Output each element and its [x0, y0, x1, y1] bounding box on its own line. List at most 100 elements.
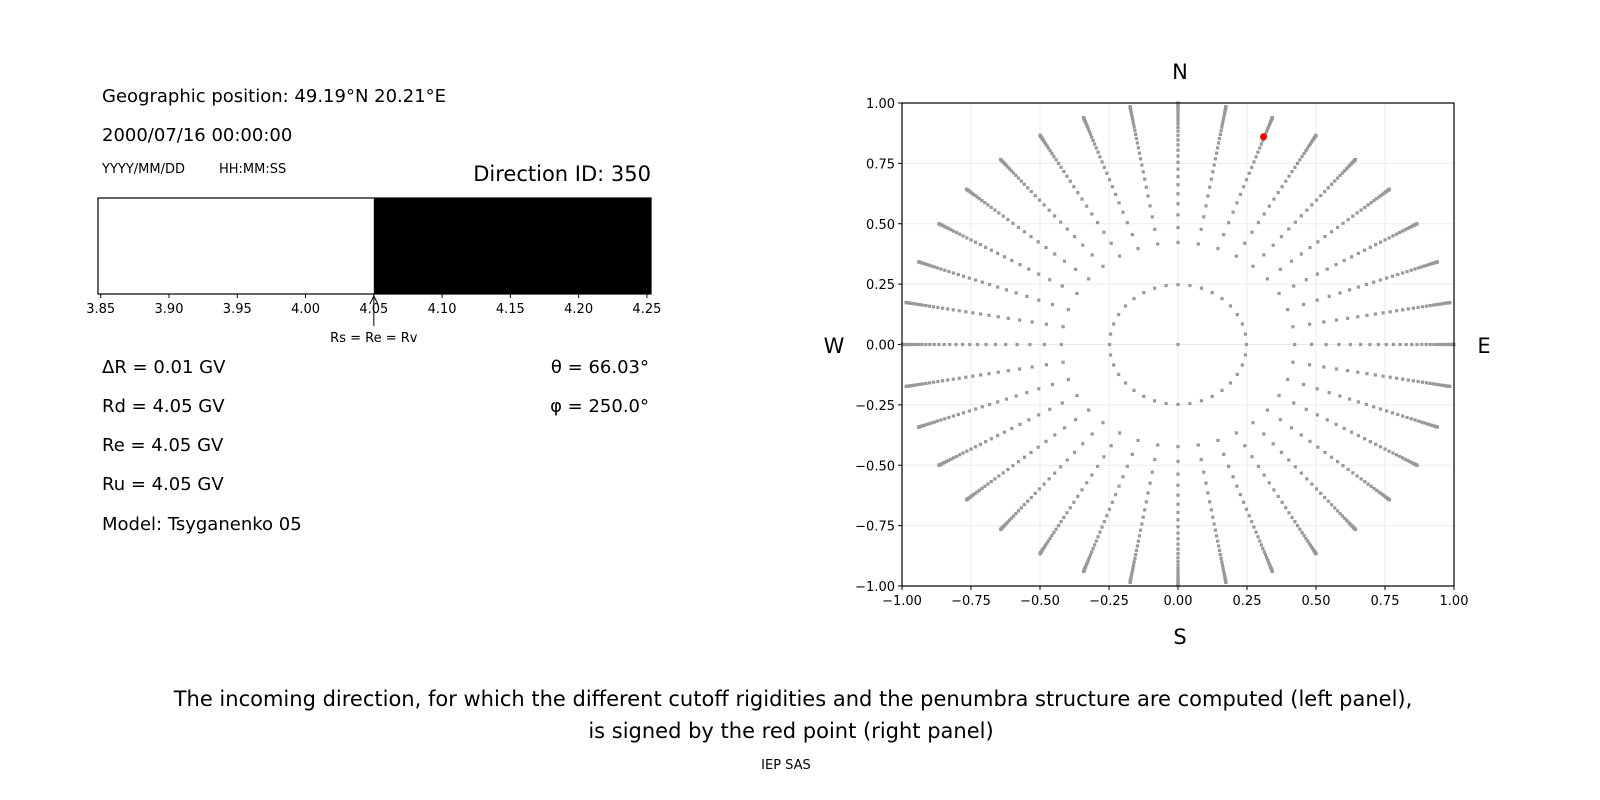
grid-point	[1427, 422, 1431, 427]
grid-point	[1196, 443, 1200, 447]
grid-point	[1153, 458, 1157, 462]
grid-point	[1405, 415, 1409, 420]
grid-point	[1146, 491, 1150, 495]
grid-point	[973, 240, 978, 244]
grid-point	[1176, 167, 1180, 171]
grid-point	[1308, 543, 1313, 547]
grid-point	[1011, 171, 1016, 175]
grid-point	[1401, 308, 1405, 312]
grid-point	[1397, 230, 1402, 235]
grid-point	[1411, 306, 1415, 310]
grid-point	[927, 263, 931, 267]
grid-point	[1220, 125, 1224, 129]
grid-point	[1112, 322, 1116, 326]
grid-point	[1199, 227, 1203, 231]
grid-point	[956, 272, 960, 277]
grid-point	[1325, 418, 1329, 422]
grid-point	[1406, 378, 1410, 382]
grid-point	[1323, 234, 1327, 239]
grid-point	[1238, 493, 1243, 497]
direction-id: Direction ID: 350	[473, 162, 651, 186]
grid-point	[1284, 179, 1288, 183]
grid-point	[1176, 531, 1180, 535]
grid-point	[978, 243, 982, 247]
grid-point	[946, 307, 950, 311]
grid-point	[1176, 472, 1180, 476]
grid-point	[1129, 112, 1134, 116]
grid-point	[904, 300, 908, 305]
grid-point	[1059, 520, 1063, 524]
grid-point	[1349, 255, 1354, 259]
grid-point	[1301, 382, 1306, 387]
grid-point	[1395, 309, 1399, 313]
grid-point	[1435, 260, 1439, 264]
grid-point	[964, 310, 968, 314]
grid-point	[1053, 252, 1057, 256]
grid-point	[1415, 222, 1419, 226]
grid-point	[942, 342, 946, 347]
caption-line-2: is signed by the red point (right panel)	[588, 719, 993, 743]
grid-point	[1267, 562, 1271, 566]
grid-point	[1346, 316, 1350, 320]
y-tick-label: −1.00	[855, 580, 895, 595]
grid-point	[1037, 487, 1042, 491]
grid-point	[1334, 263, 1338, 267]
grid-point	[1388, 375, 1392, 379]
grid-point	[1327, 391, 1331, 395]
grid-point	[1014, 173, 1018, 178]
grid-point	[1431, 382, 1435, 386]
grid-point	[1353, 527, 1358, 532]
grid-point	[1080, 488, 1084, 492]
grid-point	[1218, 552, 1222, 557]
grid-point	[937, 342, 941, 347]
grid-point	[964, 498, 969, 502]
grid-point	[943, 417, 947, 421]
grid-point	[1095, 220, 1100, 225]
x-tick-label: 0.75	[1371, 594, 1400, 609]
datetime: 2000/07/16 00:00:00	[102, 125, 292, 146]
grid-point	[1431, 303, 1435, 307]
grid-point	[1416, 419, 1421, 423]
grid-point	[975, 342, 980, 347]
grid-point	[1384, 342, 1388, 347]
grid-point	[1102, 455, 1106, 459]
grid-point	[1364, 282, 1368, 287]
grid-point	[1333, 506, 1337, 510]
grid-point	[918, 303, 922, 307]
sky-map-chart: −1.00−1.00 −0.75 −0.75 −0.50 −0.50 −0.25 −0.25…	[855, 97, 1468, 609]
grid-point	[989, 437, 994, 441]
grid-point	[1401, 377, 1405, 381]
grid-point	[1407, 225, 1412, 230]
grid-point	[1429, 262, 1433, 266]
grid-point	[1307, 322, 1312, 326]
grid-point	[1123, 304, 1128, 308]
grid-point	[1156, 443, 1160, 447]
grid-point	[1381, 311, 1385, 315]
grid-point	[1270, 569, 1274, 574]
grid-point	[998, 157, 1003, 162]
grid-point	[1006, 369, 1010, 373]
grid-point	[1441, 301, 1445, 306]
east-label: E	[1477, 334, 1490, 358]
grid-point	[928, 381, 932, 385]
grid-point	[1176, 510, 1180, 515]
grid-point	[1445, 342, 1449, 347]
grid-point	[1046, 146, 1051, 150]
grid-point	[1066, 307, 1070, 312]
grid-point	[1065, 227, 1069, 231]
grid-point	[1266, 127, 1270, 131]
grid-point	[1130, 233, 1134, 237]
grid-point	[1132, 388, 1136, 392]
grid-point	[1323, 189, 1327, 194]
grid-point	[1176, 518, 1180, 522]
grid-point	[1379, 491, 1383, 496]
grid-point	[1272, 488, 1276, 492]
grid-point	[1131, 122, 1136, 126]
grid-point	[1372, 486, 1376, 491]
grid-point	[1176, 563, 1180, 567]
grid-point	[1355, 211, 1359, 215]
grid-point	[1142, 394, 1146, 398]
grid-point	[1400, 229, 1405, 233]
grid-point	[993, 208, 997, 212]
grid-point	[1072, 185, 1076, 189]
